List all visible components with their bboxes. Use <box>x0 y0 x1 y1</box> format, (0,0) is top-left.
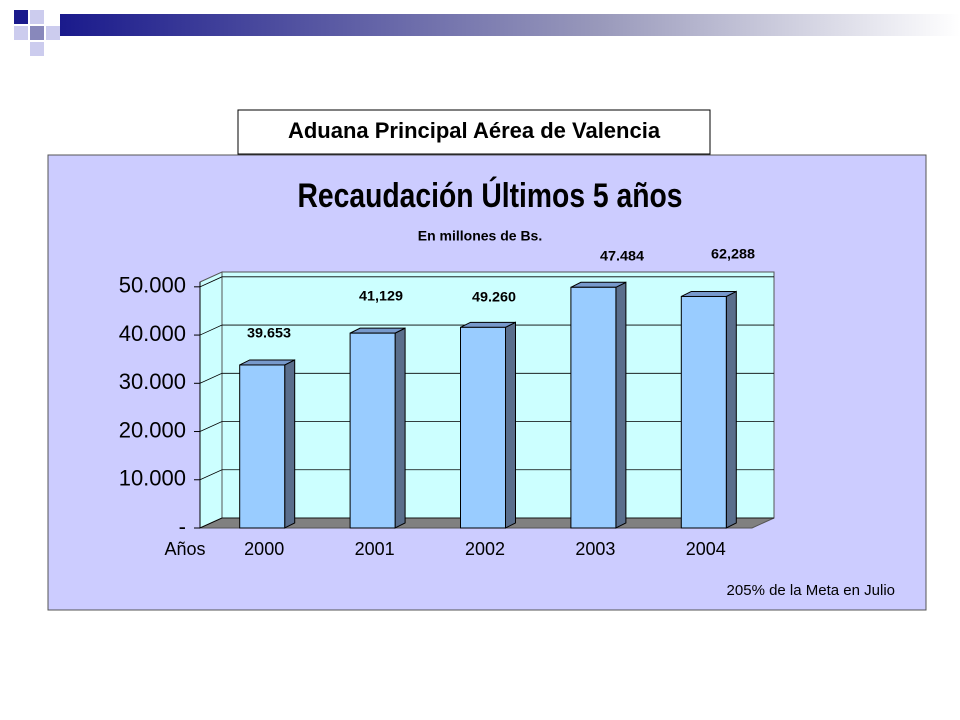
header-title: Aduana Principal Aérea de Valencia <box>288 118 661 143</box>
footnote: 205% de la Meta en Julio <box>727 582 895 599</box>
y-tick-label: 30.000 <box>119 369 186 394</box>
bar <box>460 326 506 529</box>
bar <box>680 295 727 529</box>
bar <box>570 286 617 529</box>
side-wall <box>199 271 223 529</box>
annotation: 62,288 <box>711 246 755 262</box>
annotation: 47.484 <box>600 248 644 264</box>
bar <box>349 332 396 529</box>
bar-top <box>239 359 295 366</box>
y-tick-label: 10.000 <box>119 466 186 491</box>
grid-line <box>199 276 774 288</box>
bar-side <box>615 281 627 529</box>
annotation: 39.653 <box>247 325 291 341</box>
chart-title: Recaudación Últimos 5 años <box>298 177 683 215</box>
y-tick-label: - <box>179 514 186 539</box>
annotation: 49.260 <box>472 289 516 305</box>
bar-side <box>505 321 516 529</box>
x-axis-label: Años <box>164 539 205 559</box>
bar-top <box>460 321 516 328</box>
x-tick-label: 2001 <box>355 539 395 559</box>
chart-subtitle: En millones de Bs. <box>418 228 542 244</box>
x-tick-label: 2000 <box>244 539 284 559</box>
annotation: 41,129 <box>359 288 403 304</box>
bar <box>239 364 286 529</box>
bar-top <box>681 290 737 297</box>
bar-top <box>570 281 627 288</box>
x-tick-label: 2003 <box>575 539 615 559</box>
bar-side <box>394 327 406 529</box>
header-box <box>237 109 711 155</box>
bar-top <box>349 327 406 334</box>
y-tick-label: 50.000 <box>119 273 186 298</box>
y-tick-label: 40.000 <box>119 321 186 346</box>
bar-side <box>284 359 296 529</box>
decoration <box>14 10 960 56</box>
x-tick-label: 2004 <box>686 539 726 559</box>
bar-side <box>725 290 737 529</box>
x-tick-label: 2002 <box>465 539 505 559</box>
y-tick-label: 20.000 <box>119 417 186 442</box>
